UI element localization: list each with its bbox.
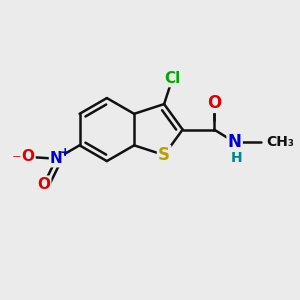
Text: H: H <box>230 151 242 165</box>
Text: +: + <box>59 146 70 159</box>
Text: ⁻: ⁻ <box>12 152 22 170</box>
Text: N: N <box>50 151 63 166</box>
Text: O: O <box>37 177 50 192</box>
Text: N: N <box>228 133 242 151</box>
Text: Cl: Cl <box>164 71 181 86</box>
Text: S: S <box>158 146 170 164</box>
Text: CH₃: CH₃ <box>266 135 294 149</box>
Text: O: O <box>22 149 34 164</box>
Text: O: O <box>207 94 221 112</box>
